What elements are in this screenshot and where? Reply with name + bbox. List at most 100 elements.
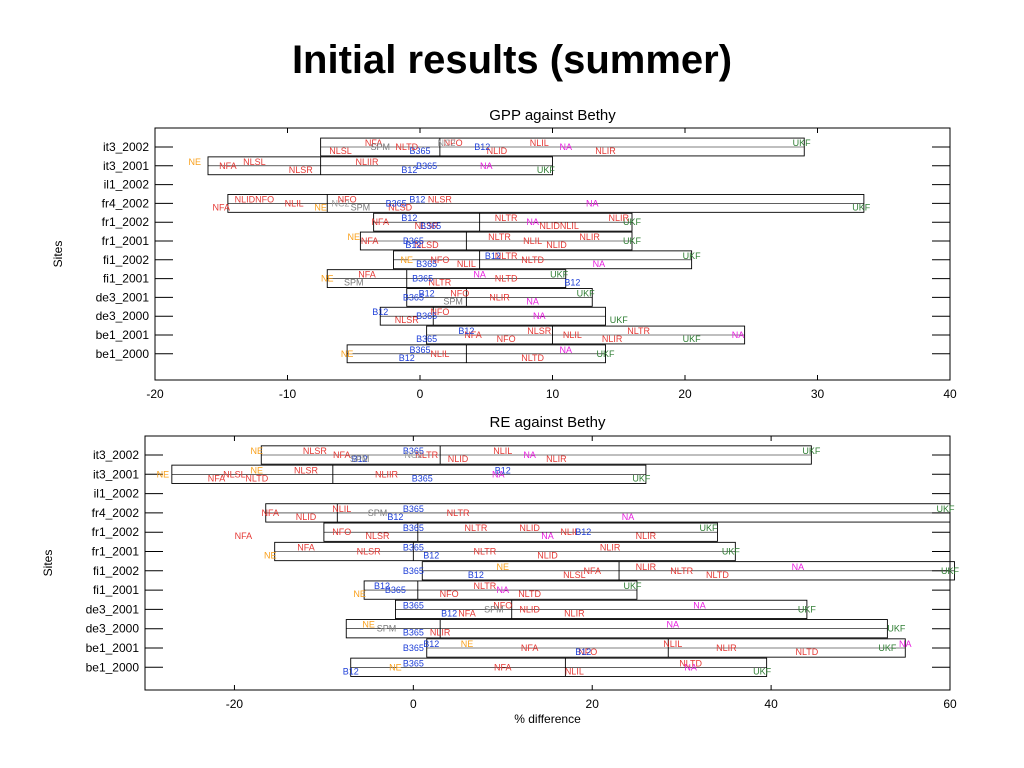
chart2-model-label: NA xyxy=(492,469,505,479)
chart2-model-label: NLIL xyxy=(332,504,351,514)
chart1-model-label: UKF xyxy=(577,288,596,298)
chart2-model-label: NFA xyxy=(235,531,253,541)
chart2-model-label: SPM xyxy=(350,454,370,464)
chart2-model-label: NLSR xyxy=(357,547,382,557)
chart2-model-label: UKF xyxy=(937,504,956,514)
chart1-model-label: NFO xyxy=(497,334,516,344)
chart1-model-label: NFO xyxy=(338,194,357,204)
chart1-model-label: NC2 xyxy=(437,138,455,148)
chart1-model-label: B365 xyxy=(403,292,424,302)
chart2-model-label: B365 xyxy=(403,643,424,653)
chart2-site-label: it3_2001 xyxy=(93,467,139,481)
chart1-model-label: NA xyxy=(593,259,606,269)
chart1-model-label: NLSD xyxy=(388,202,413,212)
chart1-model-label: NLTD xyxy=(395,142,418,152)
chart1-model-label: NE xyxy=(400,255,413,265)
chart1-x-tick-label: 30 xyxy=(811,387,825,401)
chart1-model-label: NFA xyxy=(464,330,482,340)
chart2-model-label: NE xyxy=(353,589,366,599)
chart1-model-label: B12 xyxy=(564,278,580,288)
chart1-x-tick-label: -20 xyxy=(146,387,164,401)
chart2-x-tick-label: -20 xyxy=(226,697,244,711)
chart1-model-label: B365 xyxy=(403,236,424,246)
chart1-model-label: NA xyxy=(526,217,539,227)
chart1-y-axis-label: Sites xyxy=(51,241,65,268)
chart2-x-tick-label: 40 xyxy=(764,697,778,711)
chart2-site-label: be1_2000 xyxy=(86,660,140,674)
chart2-model-label: NLID xyxy=(519,604,540,614)
chart2-title: RE against Bethy xyxy=(490,414,606,431)
chart1-model-label: NA xyxy=(732,330,745,340)
slide-title: Initial results (summer) xyxy=(291,38,733,82)
chart1-model-label: NLID xyxy=(546,240,567,250)
chart2-model-label: NE xyxy=(461,639,474,649)
chart2-model-label: UKF xyxy=(753,666,772,676)
chart2-model-label: NFA xyxy=(261,508,279,518)
chart1-model-label: NLSR xyxy=(527,326,552,336)
chart2-model-label: NE xyxy=(264,551,277,561)
chart1-model-label: NA xyxy=(526,296,539,306)
chart1-model-label: NFA xyxy=(371,217,389,227)
chart1-model-label: NA xyxy=(559,345,572,355)
chart1-model-label: B365 xyxy=(409,345,430,355)
chart1-x-tick-label: 0 xyxy=(417,387,424,401)
chart2-model-label: NA xyxy=(666,620,679,630)
chart1-model-label: B12 xyxy=(419,288,435,298)
chart2-model-label: NFA xyxy=(458,608,476,618)
chart2-model-label: NLTR xyxy=(447,508,470,518)
chart1-model-label: NLIL xyxy=(430,349,449,359)
chart1-model-label: NA xyxy=(533,311,546,321)
chart1-model-label: SPM xyxy=(344,278,364,288)
chart1-model-label: UKF xyxy=(597,349,616,359)
chart1-model-label: B12 xyxy=(372,307,388,317)
chart1-x-tick-label: -10 xyxy=(279,387,297,401)
chart1-model-label: B12 xyxy=(409,194,425,204)
chart1-model-label: B365 xyxy=(416,311,437,321)
chart1-model-label: B365 xyxy=(409,146,430,156)
chart2-model-label: NLSR xyxy=(366,531,391,541)
chart2-model-label: SPM xyxy=(377,624,397,634)
chart1-model-label: NLIDNLIL xyxy=(539,221,579,231)
chart2-model-label: NLTD xyxy=(706,570,729,580)
chart1-site-label: it3_2001 xyxy=(103,159,149,173)
chart2-site-label: fr1_2001 xyxy=(92,545,140,559)
chart2-model-label: B365 xyxy=(403,504,424,514)
chart1-model-label: NLTR xyxy=(428,278,451,288)
chart2-model-label: NFA xyxy=(333,450,351,460)
chart2-plot-frame xyxy=(144,435,951,691)
chart2-model-label: NLID xyxy=(537,551,558,561)
chart2-site-label: il1_2002 xyxy=(94,487,140,501)
chart1-model-label: NFA xyxy=(212,202,230,212)
chart1-model-label: B365 xyxy=(416,161,437,171)
chart2-model-label: B12 xyxy=(575,527,591,537)
chart1-model-label: UKF xyxy=(537,165,556,175)
chart2-model-label: B12 xyxy=(374,581,390,591)
chart1-model-label: NLSR xyxy=(415,221,440,231)
chart2-x-tick-label: 20 xyxy=(586,697,600,711)
chart1-model-label: NLSR xyxy=(428,194,453,204)
chart2-model-label: NLIR xyxy=(636,531,657,541)
chart2-model-label: NLTD xyxy=(245,473,268,483)
chart2-model-label: NFA xyxy=(297,543,315,553)
chart1-model-label: NE xyxy=(341,349,354,359)
chart1-model-label: SPM xyxy=(351,202,371,212)
chart2-model-label: UKF xyxy=(802,446,821,456)
chart1-model-label: NLTD xyxy=(495,274,518,284)
chart1-model-label: NLTD xyxy=(521,255,544,265)
chart2-model-label: NLIR xyxy=(636,562,657,572)
chart2-model-label: NA xyxy=(684,662,697,672)
chart1-model-label: UKF xyxy=(683,334,702,344)
chart1-model-label: B365 xyxy=(386,198,407,208)
chart1-model-label: NFA xyxy=(219,161,237,171)
chart1-model-label: NE xyxy=(347,232,360,242)
chart1-model-label: NLTR xyxy=(627,326,650,336)
chart1-model-label: NLSL xyxy=(243,157,266,167)
chart1-site-label: il1_2002 xyxy=(104,178,150,192)
chart2-model-label: NLTR xyxy=(415,450,438,460)
chart1-model-label: NLTR xyxy=(495,251,518,261)
chart2-site-label: fi1_2001 xyxy=(93,583,139,597)
chart1-site-label: fr4_2002 xyxy=(102,196,150,210)
chart1-model-label: NLIR xyxy=(602,334,623,344)
chart2-model-label: SPM xyxy=(368,508,388,518)
chart2-model-label: B12 xyxy=(387,512,403,522)
